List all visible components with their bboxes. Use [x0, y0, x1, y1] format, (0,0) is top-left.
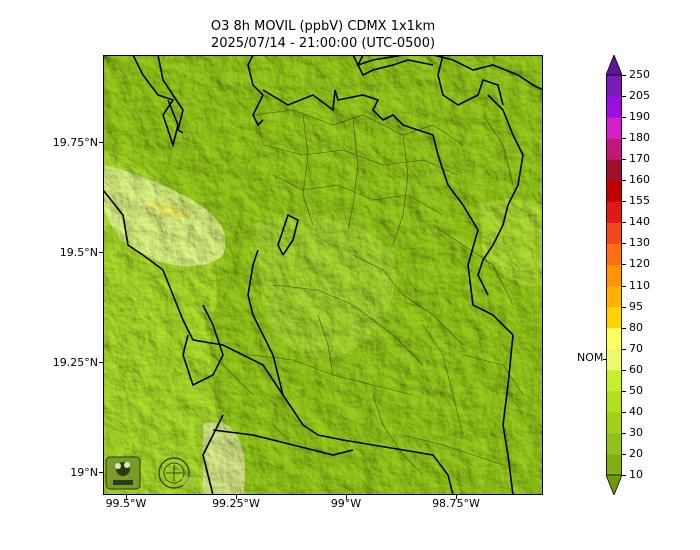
colorbar-band [606, 222, 622, 244]
colorbar-label: 140 [629, 215, 650, 229]
colorbar-extend-low [606, 474, 622, 495]
lat-label-19-75: 19.75°N [52, 136, 98, 149]
colorbar-tick [622, 369, 626, 371]
map-timestamp: 2025/07/14 - 21:00:00 (UTC-0500) [210, 36, 436, 51]
colorbar-band [606, 369, 622, 392]
colorbar-tick [622, 201, 626, 203]
cdmx-seal [158, 457, 196, 489]
colorbar-label: 205 [629, 89, 650, 103]
map-title: O3 8h MOVIL (ppbV) CDMX 1x1km [210, 19, 436, 34]
ozone-hotspot [146, 201, 190, 219]
colorbar-label: 155 [629, 194, 650, 208]
colorbar-tick [622, 75, 626, 76]
east-lighter-zone [478, 199, 543, 286]
map-frame [103, 55, 543, 495]
colorbar-band [606, 96, 622, 118]
colorbar-label: 110 [629, 278, 650, 292]
colorbar-band [606, 243, 622, 265]
colorbar-band [606, 201, 622, 223]
colorbar-band [606, 306, 622, 329]
colorbar-tick [622, 348, 626, 350]
colorbar-label: 160 [629, 173, 650, 187]
colorbar-tick [622, 264, 626, 266]
colorbar-band [606, 285, 622, 308]
lat-tick [99, 142, 103, 143]
colorbar-tick [622, 390, 626, 392]
lat-tick [99, 252, 103, 253]
colorbar-tick [622, 475, 626, 476]
colorbar-tick [622, 138, 626, 140]
lat-tick [99, 472, 103, 473]
lon-label-99-25: 99.25°W [212, 497, 260, 510]
colorbar-tick [622, 243, 626, 245]
colorbar-band [606, 327, 622, 350]
colorbar-frame [606, 74, 622, 476]
colorbar-band [606, 348, 622, 371]
colorbar-label: 10 [629, 468, 643, 481]
colorbar-tick [622, 327, 626, 329]
lat-label-19: 19°N [70, 466, 98, 479]
lon-label-99-5: 99.5°W [105, 497, 147, 510]
colorbar-tick [622, 411, 626, 413]
nom-tick [603, 359, 607, 360]
colorbar-label: 180 [629, 131, 650, 145]
colorbar-extend-high [606, 55, 622, 76]
colorbar-label: 120 [629, 257, 650, 271]
colorbar-label: 80 [629, 320, 643, 334]
colorbar [606, 55, 622, 495]
colorbar-band [606, 159, 622, 181]
colorbar-tick [622, 285, 626, 287]
colorbar-band [606, 75, 622, 97]
lon-tick [126, 495, 127, 499]
colorbar-label: 95 [629, 299, 643, 313]
colorbar-tick [622, 96, 626, 98]
colorbar-label: 50 [629, 383, 643, 397]
southwest-pale-zone [203, 421, 246, 495]
municipal-boundaries [212, 109, 524, 476]
sedema-logo [105, 456, 141, 490]
lat-label-19-5: 19.5°N [59, 246, 98, 259]
colorbar-band [606, 432, 622, 455]
lon-label-99: 99°W [330, 497, 362, 510]
colorbar-label: 190 [629, 110, 650, 124]
central-zone [253, 215, 396, 358]
colorbar-tick [622, 222, 626, 224]
colorbar-tick [622, 180, 626, 182]
colorbar-label: 40 [629, 404, 643, 418]
lat-label-19-25: 19.25°N [52, 356, 98, 369]
lon-tick [346, 495, 347, 499]
colorbar-label: 130 [629, 236, 650, 250]
lon-tick [456, 495, 457, 499]
colorbar-tick [622, 159, 626, 161]
colorbar-band [606, 411, 622, 434]
colorbar-tick [622, 432, 626, 434]
colorbar-band [606, 264, 622, 287]
colorbar-band [606, 390, 622, 413]
colorbar-band [606, 453, 622, 476]
colorbar-label: 20 [629, 446, 643, 460]
colorbar-band [606, 117, 622, 139]
ozone-map [103, 55, 543, 495]
colorbar-label: 60 [629, 362, 643, 376]
lon-label-98-75: 98.75°W [432, 497, 480, 510]
colorbar-band [606, 180, 622, 202]
colorbar-label: 30 [629, 425, 643, 439]
colorbar-label: 170 [629, 152, 650, 166]
colorbar-tick [622, 117, 626, 119]
lat-tick [99, 362, 103, 363]
colorbar-tick [622, 306, 626, 308]
colorbar-tick [622, 453, 626, 455]
lon-tick [236, 495, 237, 499]
nom-label: NOM [577, 351, 604, 364]
colorbar-label: 250 [629, 68, 650, 81]
state-boundaries [103, 55, 543, 495]
colorbar-band [606, 138, 622, 160]
northwest-pale-zone [103, 165, 226, 267]
colorbar-label: 70 [629, 341, 643, 355]
